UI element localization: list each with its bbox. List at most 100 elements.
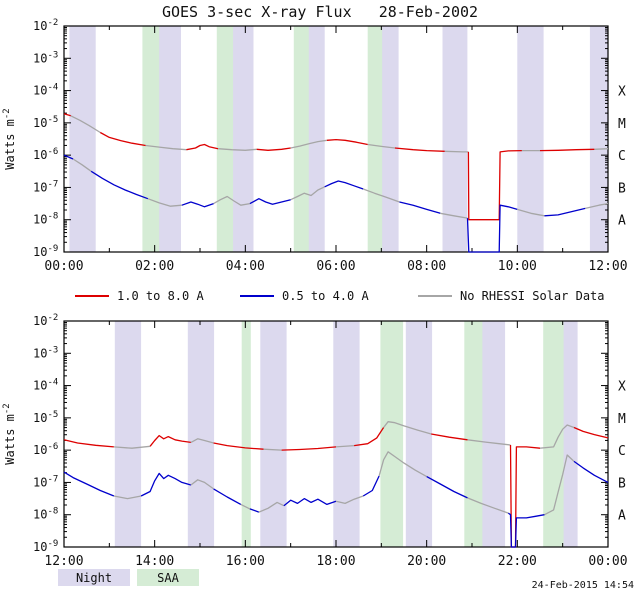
y-tick-label: 10-3 [33, 345, 58, 360]
saa-band [142, 26, 160, 252]
series-blue-segment [147, 198, 182, 207]
y-tick-label: 10-4 [33, 83, 58, 98]
series-red-segment [113, 445, 151, 449]
flare-class-label: B [618, 181, 626, 196]
y-tick-label: 10-5 [33, 410, 58, 425]
x-tick-label: 02:00 [135, 259, 174, 274]
series-blue-segment [467, 497, 509, 514]
series-red-segment [190, 438, 214, 444]
creation-timestamp: 24-Feb-2015 14:54 [531, 580, 634, 591]
series-red-segment [326, 138, 368, 146]
flare-class-label: X [618, 380, 626, 395]
y-tick-label: 10-6 [33, 442, 58, 457]
series-blue-segment [240, 503, 251, 510]
series-red-segment [539, 148, 595, 152]
legend-item-blue: 0.5 to 4.0 A [240, 289, 369, 303]
series-red-segment [149, 434, 191, 447]
series-red-segment [383, 421, 432, 435]
top-panel-chart: 00:00 02:00 04:00 06:00 08:00 10:00 12:00 10-2 1… [2, 18, 628, 274]
night-legend-swatch: Night [58, 569, 130, 586]
series-red-segment [145, 144, 187, 151]
series-red-segment [509, 444, 541, 548]
series-red-segment [394, 147, 445, 152]
y-tick-label: 10-6 [33, 147, 58, 162]
saa-band [464, 321, 483, 547]
series-blue-segment [213, 195, 251, 206]
y-tick-label: 10-3 [33, 50, 58, 65]
series-blue-segment [573, 460, 609, 483]
series-blue-segment [399, 201, 441, 214]
y-axis-title: Watts m-2 [2, 108, 17, 169]
series-blue-segment [181, 201, 214, 208]
series-red-segment [467, 439, 511, 446]
series-blue-segment [249, 198, 291, 205]
flare-class-label: M [618, 412, 626, 427]
series-red-segment [467, 149, 522, 221]
night-band [69, 26, 96, 252]
series-blue-segment [213, 488, 242, 505]
x-tick-label: 16:00 [226, 554, 265, 569]
y-axis-title: Watts m-2 [2, 403, 17, 464]
saa-band [293, 26, 309, 252]
flare-class-label: X [618, 85, 626, 100]
y-tick-label: 10-8 [33, 212, 58, 227]
series-red-segment [213, 442, 264, 450]
flare-class-label: C [618, 444, 626, 459]
red-line-sample [75, 295, 109, 297]
y-tick-label: 10-9 [33, 244, 58, 259]
series-blue-segment [140, 472, 192, 497]
x-tick-label: 14:00 [135, 554, 174, 569]
series-red-segment [70, 115, 101, 134]
plot-frame [63, 25, 609, 253]
legend-label-blue: 0.5 to 4.0 A [282, 289, 369, 303]
x-tick-label: 00:00 [588, 554, 627, 569]
series-blue-segment [63, 154, 74, 160]
series-red-segment [63, 113, 71, 117]
night-band [260, 321, 287, 547]
saa-legend-label: SAA [157, 570, 179, 585]
y-tick-label: 10-8 [33, 507, 58, 522]
night-band [405, 321, 433, 547]
night-band [478, 321, 506, 547]
series-blue-segment [544, 207, 586, 217]
series-blue-segment [258, 501, 285, 513]
x-tick-label: 18:00 [316, 554, 355, 569]
series-blue-segment [190, 479, 214, 490]
y-tick-label: 10-4 [33, 378, 58, 393]
series-blue-segment [113, 495, 142, 500]
y-tick-label: 10-7 [33, 474, 58, 489]
series-blue-segment [283, 497, 337, 507]
series-blue-segment [378, 451, 428, 478]
legend-item-gray: No RHESSI Solar Data [418, 289, 605, 303]
series-red-segment [256, 147, 291, 151]
series-red-segment [594, 148, 609, 150]
series-red-segment [354, 427, 385, 447]
y-tick-label: 10-2 [33, 313, 58, 328]
flare-class-label: B [618, 476, 626, 491]
series-blue-segment [507, 512, 545, 548]
x-tick-label: 06:00 [316, 259, 355, 274]
x-tick-label: 00:00 [44, 259, 83, 274]
series-blue-segment [544, 454, 575, 516]
series-blue-segment [290, 186, 325, 201]
series-blue-segment [63, 471, 115, 497]
x-tick-label: 20:00 [407, 554, 446, 569]
series-blue-segment [324, 180, 364, 190]
series-red-segment [186, 143, 219, 151]
series-blue-segment [90, 170, 149, 200]
night-band [517, 26, 544, 252]
saa-band [241, 321, 251, 547]
night-band [333, 321, 360, 547]
series-red-segment [218, 148, 257, 151]
series-blue-segment [72, 158, 92, 172]
series-red-segment [335, 444, 355, 448]
x-tick-label: 04:00 [226, 259, 265, 274]
plot-frame [63, 320, 609, 548]
series-blue-segment [426, 476, 468, 499]
flare-class-label: A [618, 214, 626, 229]
series-red-segment [367, 143, 395, 149]
gray-line-sample [418, 295, 452, 297]
legend-label-gray: No RHESSI Solar Data [460, 289, 605, 303]
series-red-segment [573, 426, 609, 439]
legend-label-red: 1.0 to 8.0 A [117, 289, 204, 303]
